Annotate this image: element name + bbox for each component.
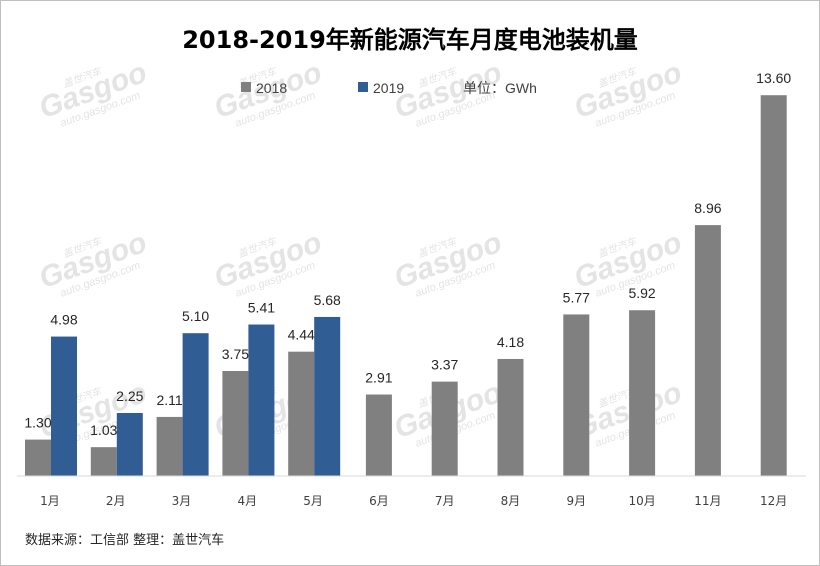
value-label-2019-2: 2.25 [116, 388, 143, 404]
bar-2018-11 [694, 225, 721, 476]
x-tick-label-7: 7月 [435, 494, 455, 508]
x-tick-label-2: 2月 [106, 494, 126, 508]
value-label-2018-7: 3.37 [431, 357, 458, 373]
legend: 2018 2019 [241, 80, 404, 96]
bar-2018-5 [288, 351, 315, 476]
value-label-2019-4: 5.41 [248, 300, 275, 316]
x-tick-label-3: 3月 [172, 494, 192, 508]
value-label-2018-1: 1.30 [24, 415, 51, 431]
x-tick-label-12: 12月 [760, 494, 787, 508]
value-label-2018-3: 2.11 [156, 392, 182, 408]
x-tick-label-1: 1月 [40, 494, 60, 508]
value-labels-layer: 1.30 4.98 1.03 2.25 2.11 5.10 3.75 5.41 4.44 5.68… [24, 70, 791, 438]
bar-2019-2 [116, 413, 143, 476]
bar-2018-6 [365, 394, 392, 476]
value-label-2018-5: 4.44 [288, 327, 315, 343]
legend-swatch-2018 [241, 82, 251, 92]
value-label-2018-9: 5.77 [563, 289, 590, 305]
x-tick-label-5: 5月 [303, 494, 323, 508]
x-tick-labels: 1月 2月 3月 4月 5月 6月 7月 8月 9月 10月 11月 12月 [40, 494, 787, 508]
x-tick-label-6: 6月 [369, 494, 389, 508]
bars-layer [25, 95, 787, 476]
legend-swatch-2019 [358, 82, 368, 92]
bar-2018-2 [90, 447, 117, 476]
bar-2018-9 [563, 314, 590, 476]
bar-2018-1 [25, 439, 51, 476]
value-label-2018-12: 13.60 [756, 70, 791, 86]
unit-label: 单位：GWh [463, 80, 537, 96]
legend-label-2018: 2018 [256, 80, 287, 96]
bar-2018-12 [760, 95, 787, 476]
x-tick-label-9: 9月 [566, 494, 586, 508]
value-label-2019-3: 5.10 [182, 308, 209, 324]
bar-2019-5 [314, 316, 341, 476]
bar-2019-1 [51, 336, 77, 476]
value-label-2018-8: 4.18 [497, 334, 524, 350]
value-label-2019-5: 5.68 [314, 292, 341, 308]
value-label-2018-11: 8.96 [694, 200, 721, 216]
x-tick-label-10: 10月 [628, 494, 655, 508]
bar-2018-3 [156, 416, 183, 476]
x-tick-label-4: 4月 [237, 494, 257, 508]
x-tick-label-8: 8月 [501, 494, 521, 508]
bar-2018-10 [629, 310, 656, 476]
bar-2019-3 [182, 333, 209, 476]
x-tick-label-11: 11月 [694, 494, 721, 508]
chart-title: 2018-2019年新能源汽车月度电池装机量 [182, 26, 638, 54]
bar-2018-4 [222, 371, 249, 476]
value-label-2018-4: 3.75 [222, 346, 249, 362]
value-label-2019-1: 4.98 [50, 312, 77, 328]
bar-2018-8 [497, 358, 524, 476]
value-label-2018-10: 5.92 [628, 285, 655, 301]
value-label-2018-6: 2.91 [365, 370, 392, 386]
value-label-2018-2: 1.03 [90, 422, 117, 438]
bar-2018-7 [431, 381, 458, 476]
bar-2019-4 [248, 324, 275, 476]
source-note: 数据来源：工信部 整理：盖世汽车 [25, 532, 224, 548]
legend-label-2019: 2019 [373, 80, 404, 96]
